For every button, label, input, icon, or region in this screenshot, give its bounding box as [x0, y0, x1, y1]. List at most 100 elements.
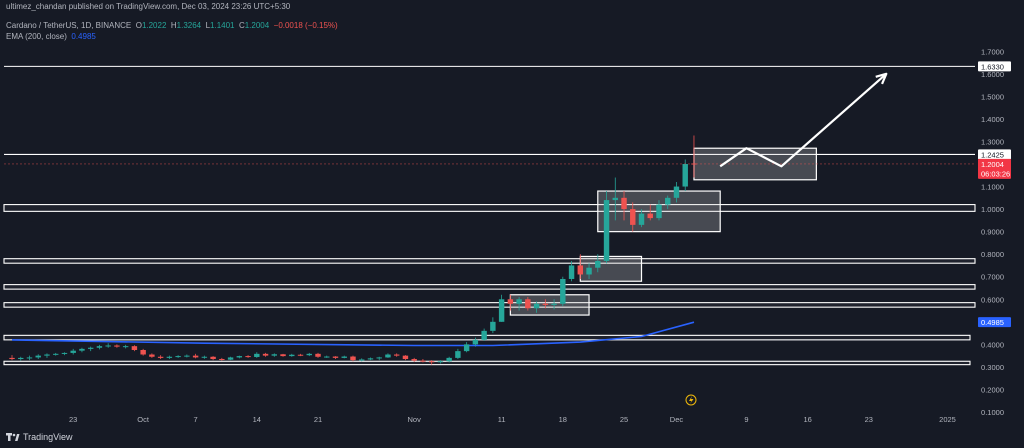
candle-body [455, 351, 461, 358]
candle-body [184, 355, 190, 357]
candle-body [472, 339, 479, 345]
candle-body [498, 299, 505, 322]
candle-body [656, 204, 662, 219]
open-label: O [135, 21, 142, 30]
candle-body [525, 299, 531, 309]
candle-body [551, 303, 557, 305]
candle-body [166, 356, 173, 358]
y-tick-label: 0.4000 [981, 340, 1004, 349]
candle-body [53, 353, 59, 355]
ema-value: 0.4985 [71, 32, 96, 41]
candle-body [105, 345, 111, 347]
close-value: 1.2004 [244, 21, 270, 30]
y-tick-label: 0.2000 [981, 385, 1004, 394]
support-zone [3, 284, 976, 290]
price-label-box [978, 317, 1011, 328]
y-tick-label: 1.4000 [981, 115, 1004, 124]
y-tick-label: 0.3000 [981, 363, 1004, 372]
candle-body [603, 200, 610, 261]
candle-body [586, 267, 592, 275]
candle-body [682, 164, 688, 187]
x-tick-label: 23 [69, 415, 77, 424]
candle-body [385, 354, 391, 358]
x-tick-label: Oct [137, 415, 150, 424]
y-tick-label: 0.6000 [981, 295, 1004, 304]
x-tick-label: 9 [744, 415, 748, 424]
price-label: 1.2425 [981, 150, 1004, 159]
y-tick-label: 1.3000 [981, 137, 1004, 146]
candle-body [44, 354, 50, 356]
candle-body [70, 350, 76, 353]
high-label: H [170, 21, 177, 30]
candle-body [411, 359, 417, 361]
candle-body [577, 265, 584, 275]
candle-body [35, 355, 41, 358]
candle-body [428, 361, 435, 363]
candle-body [437, 361, 444, 363]
candle-body [647, 213, 653, 219]
price-label: 1.2004 [981, 160, 1004, 169]
ohlc-legend: Cardano / TetherUS, 1D, BINANCE O1.2022 … [6, 21, 338, 30]
support-zone [3, 204, 976, 212]
projection-arrow [719, 72, 888, 168]
candle-body [393, 354, 400, 356]
candle-body [542, 303, 549, 305]
candle-body [79, 348, 85, 351]
candle-body [350, 356, 356, 361]
candle-body [122, 346, 129, 348]
candle-body [131, 346, 138, 350]
ema-label: EMA (200, close) [6, 32, 67, 41]
candle-body [297, 354, 304, 356]
tradingview-footer[interactable]: TradingView [6, 432, 73, 442]
publisher-line: ultimez_chandan published on TradingView… [6, 2, 290, 11]
x-tick-label: 7 [194, 415, 198, 424]
x-tick-label: 14 [253, 415, 261, 424]
x-tick-label: Nov [408, 415, 422, 424]
low-label: L [205, 21, 211, 30]
candle-body [560, 278, 566, 304]
price-label-box [978, 149, 1011, 160]
x-tick-label: 23 [865, 415, 873, 424]
candle-body [96, 346, 103, 348]
candle-body [61, 352, 68, 354]
candle-body [612, 197, 618, 201]
candle-body [595, 260, 601, 268]
ema-line [11, 321, 695, 347]
x-tick-label: 18 [559, 415, 567, 424]
y-tick-label: 0.9000 [981, 228, 1004, 237]
close-label: C [238, 21, 245, 30]
candle-body [175, 356, 181, 358]
candle-body [621, 197, 627, 210]
footer-brand: TradingView [23, 432, 73, 442]
candle-body [157, 356, 164, 358]
candle-body [533, 303, 540, 309]
x-tick-label: 2025 [939, 415, 956, 424]
support-zone [3, 258, 976, 264]
candle-body [315, 353, 321, 357]
candle-body [280, 354, 286, 357]
candle-body [324, 356, 330, 358]
candle-body [367, 358, 374, 360]
candle-body [236, 356, 243, 358]
candle-body [673, 186, 680, 198]
lightning-icon [685, 394, 697, 406]
candle-body [18, 357, 24, 360]
countdown-label: 06:03:26 [981, 169, 1010, 178]
y-tick-label: 0.7000 [981, 273, 1004, 282]
candle-body [446, 357, 452, 362]
x-tick-label: 16 [803, 415, 811, 424]
projection-arrow-head [875, 72, 888, 85]
candle-body [26, 357, 33, 359]
candle-body [262, 353, 269, 356]
candle-body [289, 354, 295, 357]
symbol-title: Cardano / TetherUS, 1D, BINANCE [6, 21, 132, 30]
candle-body [192, 355, 199, 358]
y-tick-label: 1.1000 [981, 183, 1004, 192]
candle-body [376, 357, 382, 359]
y-tick-label: 1.6000 [981, 70, 1004, 79]
y-tick-label: 1.7000 [981, 47, 1004, 56]
support-zone [3, 334, 971, 341]
high-value: 1.3264 [176, 21, 202, 30]
candle-body [490, 321, 496, 331]
